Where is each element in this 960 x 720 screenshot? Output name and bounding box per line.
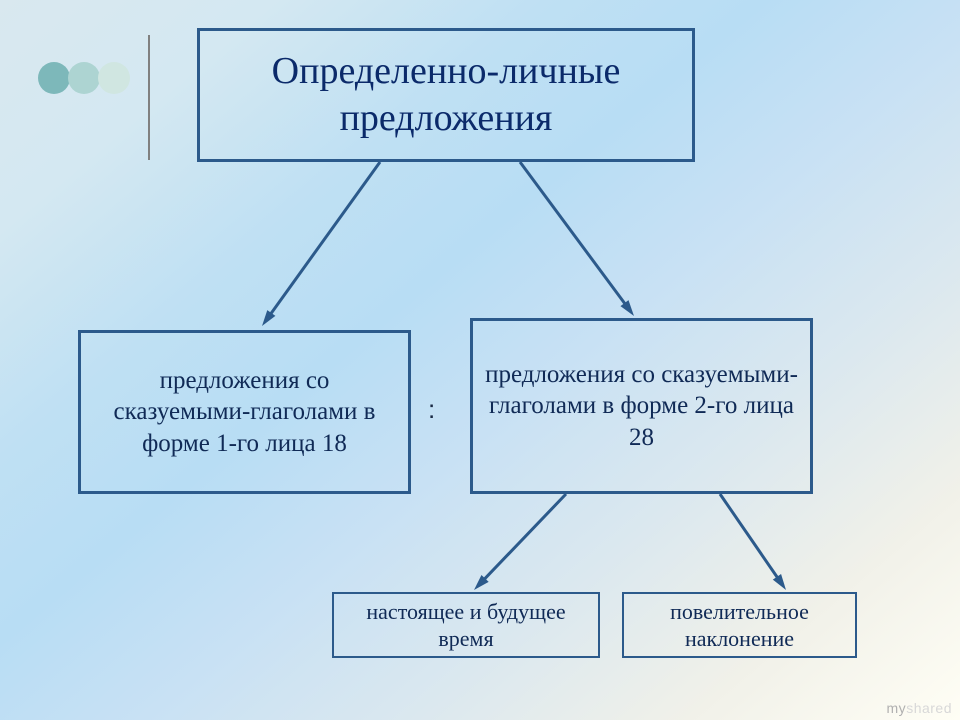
colon-text: :: [428, 394, 435, 424]
title-text: Определенно-личные предложения: [212, 48, 680, 143]
arrow-line-2: [481, 494, 566, 583]
bottom-right-text: повелительное наклонение: [636, 598, 843, 653]
colon-separator: :: [428, 394, 435, 425]
dot-3: [98, 62, 130, 94]
left-box: предложения со сказуемыми-глаголами в фо…: [78, 330, 411, 494]
watermark: myshared: [887, 700, 952, 716]
right-box: предложения со сказуемыми-глаголами в фо…: [470, 318, 813, 494]
arrow-line-3: [720, 494, 781, 582]
arrow-head-3: [773, 574, 786, 590]
watermark-my: my: [887, 700, 907, 716]
dot-1: [38, 62, 70, 94]
watermark-shared: shared: [906, 700, 952, 716]
bottom-left-box: настоящее и будущее время: [332, 592, 600, 658]
arrow-head-0: [262, 310, 275, 326]
slide: Определенно-личные предложения предложен…: [0, 0, 960, 720]
arrow-head-1: [620, 300, 634, 316]
right-box-text: предложения со сказуемыми-глаголами в фо…: [485, 359, 798, 453]
arrow-head-2: [474, 575, 489, 590]
bottom-right-box: повелительное наклонение: [622, 592, 857, 658]
bottom-left-text: настоящее и будущее время: [346, 598, 586, 653]
title-box: Определенно-личные предложения: [197, 28, 695, 162]
dot-2: [68, 62, 100, 94]
arrow-line-0: [268, 162, 380, 318]
left-box-text: предложения со сказуемыми-глаголами в фо…: [93, 365, 396, 459]
decor-dots: [0, 0, 160, 160]
decor-vertical-line: [148, 35, 150, 160]
arrow-line-1: [520, 162, 628, 308]
